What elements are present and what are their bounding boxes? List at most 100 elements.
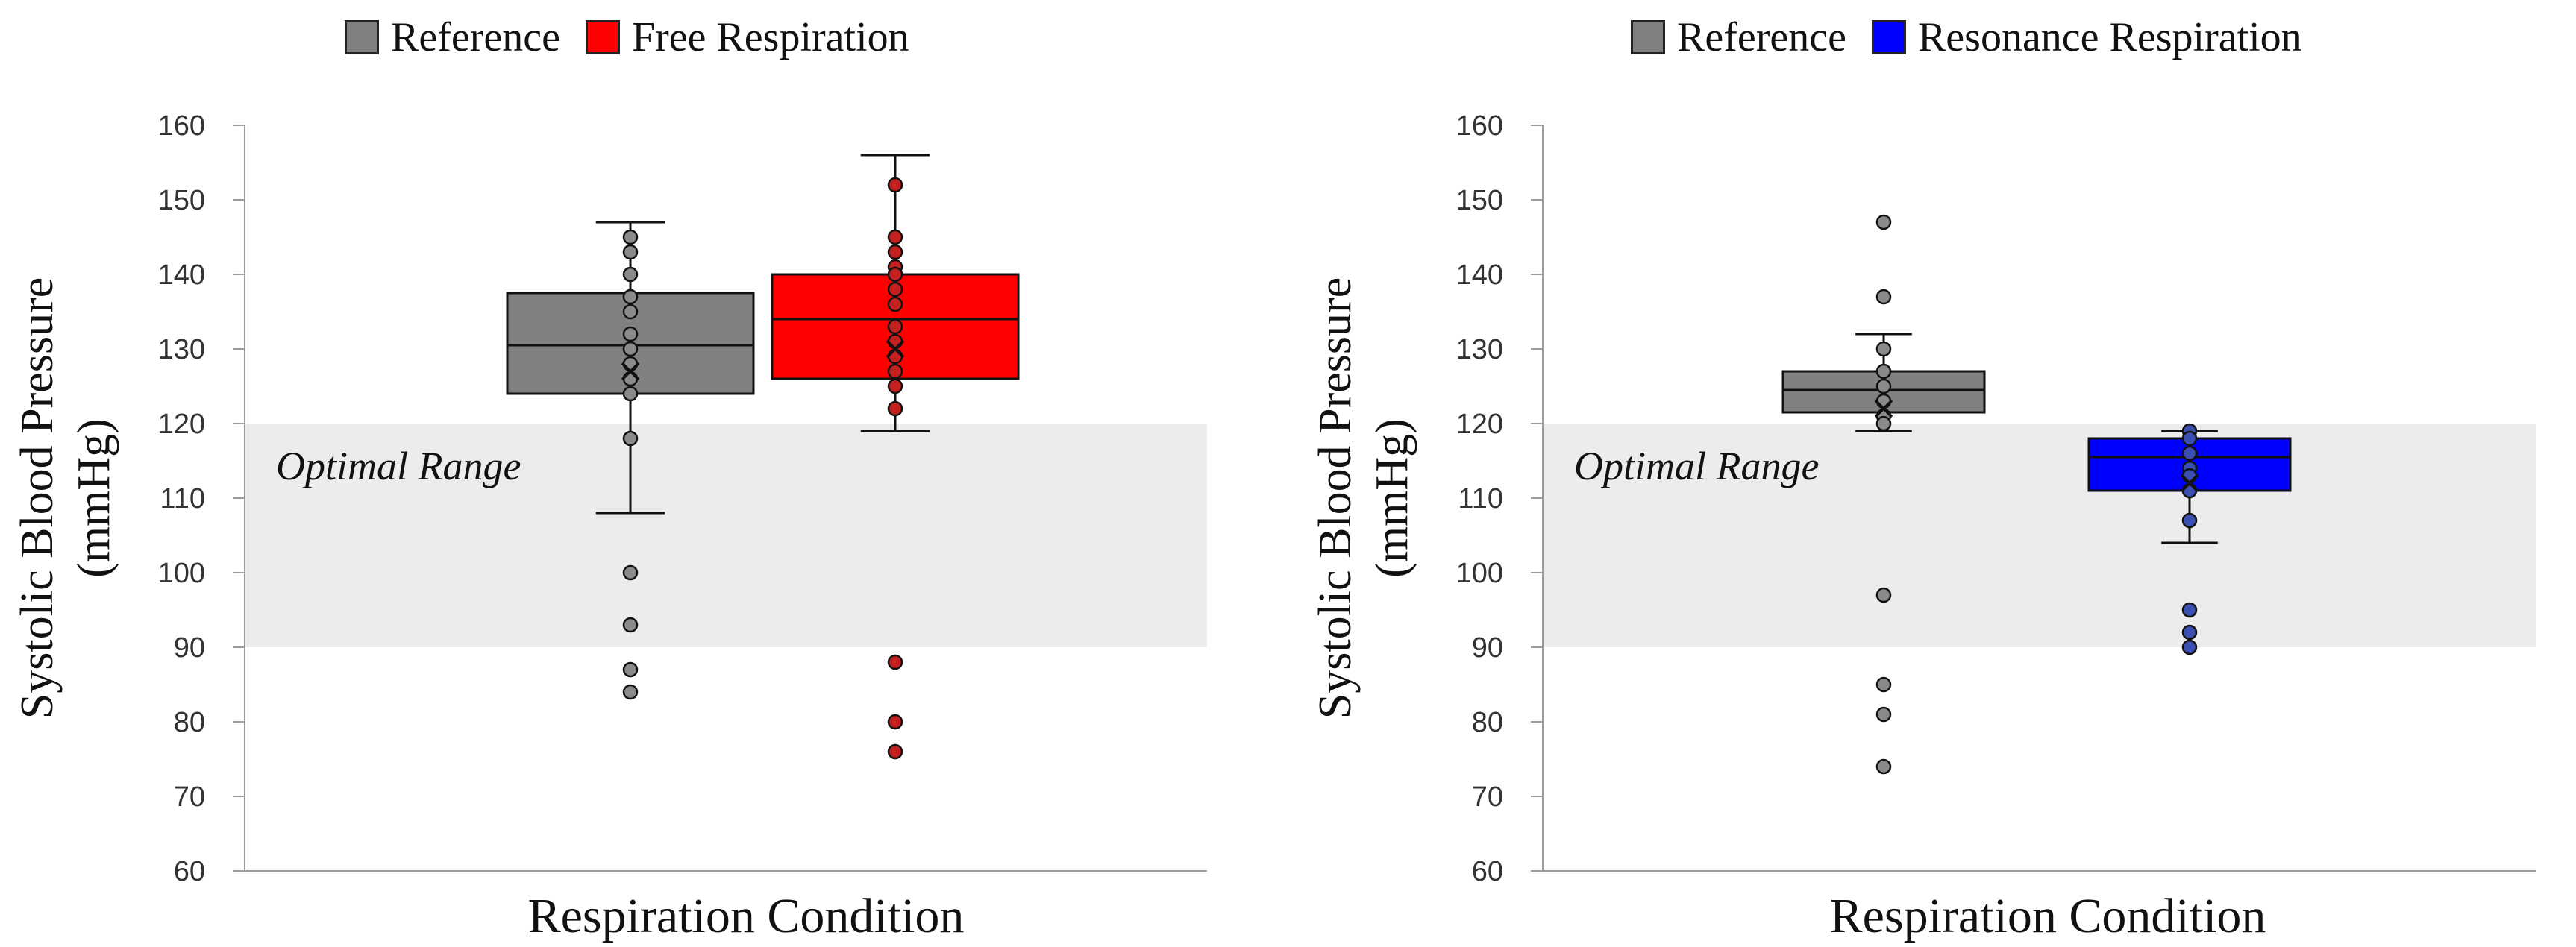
legend-label-free-respiration: Free Respiration (631, 14, 909, 60)
data-point (887, 363, 903, 380)
data-point (2181, 430, 2198, 447)
data-point (2181, 639, 2198, 655)
data-point (622, 386, 639, 402)
box-series-resonance-respiration (2087, 423, 2292, 655)
y-tick-label: 160 (1456, 110, 1503, 142)
legend-label-reference: Reference (391, 14, 560, 60)
y-axis-label: Systolic Blood Pressure (12, 277, 63, 719)
data-point (622, 371, 639, 387)
y-tick-label: 100 (158, 558, 205, 589)
data-point (887, 177, 903, 193)
chart-panel-2: Optimal Range 60 70 80 90 100 110 120 130 140 150 1… (1310, 110, 2536, 943)
data-point (622, 356, 639, 372)
data-point (1875, 393, 1892, 409)
y-tick-label: 70 (174, 781, 205, 813)
mean-marker (886, 339, 905, 359)
mean-marker (621, 362, 640, 381)
data-point (622, 289, 639, 305)
data-point (2181, 445, 2198, 462)
y-tick-label: 80 (174, 707, 205, 738)
legend-swatch-free-respiration (585, 20, 620, 54)
data-point (1875, 415, 1892, 432)
data-point (1875, 676, 1892, 693)
data-point (887, 743, 903, 760)
y-tick-label: 90 (174, 632, 205, 664)
data-point (622, 684, 639, 700)
data-point (1875, 378, 1892, 394)
box-series-reference (506, 221, 755, 700)
data-point (622, 244, 639, 260)
y-axis-label: Systolic Blood Pressure (1310, 277, 1361, 719)
data-point (2181, 512, 2198, 529)
y-tick-label: 110 (160, 483, 205, 515)
optimal-range-band (245, 424, 1207, 647)
data-point (622, 341, 639, 357)
data-point (622, 229, 639, 245)
legend-right: Reference Resonance Respiration (1631, 13, 2328, 61)
y-tick-label: 70 (1472, 781, 1503, 813)
data-point (2181, 602, 2198, 618)
data-point (1875, 587, 1892, 603)
y-tick-label: 100 (1456, 558, 1503, 589)
data-point (622, 303, 639, 320)
data-point (887, 229, 903, 245)
data-point (622, 326, 639, 342)
y-tick-label: 80 (1472, 707, 1503, 738)
data-point (2181, 624, 2198, 641)
data-point (887, 296, 903, 312)
x-axis-label: Respiration Condition (1830, 889, 2266, 943)
data-point (887, 400, 903, 417)
y-tick-label: 150 (158, 185, 205, 216)
optimal-range-band (1543, 424, 2536, 647)
y-tick-label: 120 (158, 409, 205, 440)
y-tick-label: 130 (1456, 334, 1503, 365)
data-point (887, 378, 903, 394)
y-tick-label: 130 (158, 334, 205, 365)
y-tick-label: 60 (174, 856, 205, 887)
legend-swatch-reference (345, 20, 379, 54)
data-point (887, 318, 903, 335)
data-point (622, 661, 639, 678)
data-point (1875, 363, 1892, 380)
mean-marker (2180, 474, 2199, 493)
y-tick-label: 150 (1456, 185, 1503, 216)
box-series-free-respiration (771, 154, 1020, 760)
x-axis-label: Respiration Condition (528, 889, 965, 943)
data-point (1875, 214, 1892, 230)
data-point (887, 654, 903, 670)
y-tick-label: 140 (158, 259, 205, 291)
data-point (622, 564, 639, 581)
legend-left: Reference Free Respiration (345, 13, 935, 61)
data-point (887, 244, 903, 260)
legend-label-reference: Reference (1677, 14, 1846, 60)
y-axis-unit-label: (mmHg) (69, 418, 119, 578)
data-point (887, 266, 903, 283)
box-series-reference (1781, 214, 1986, 775)
data-point (622, 266, 639, 283)
data-point (2181, 468, 2198, 484)
y-tick-label: 90 (1472, 632, 1503, 664)
optimal-range-label: Optimal Range (276, 444, 521, 488)
y-tick-label: 60 (1472, 856, 1503, 887)
data-point (887, 281, 903, 298)
data-point (622, 617, 639, 633)
data-point (887, 348, 903, 365)
legend-label-resonance-respiration: Resonance Respiration (1917, 14, 2302, 60)
y-tick-label: 160 (158, 110, 205, 142)
data-point (622, 430, 639, 447)
data-point (1875, 758, 1892, 775)
data-point (1875, 289, 1892, 305)
legend-swatch-resonance-respiration (1871, 20, 1906, 54)
chart-panel-1: Optimal Range 60 70 80 90 100 110 120 130 140 150 1… (12, 110, 1207, 943)
data-point (1875, 706, 1892, 723)
legend-swatch-reference (1631, 20, 1665, 54)
y-tick-label: 120 (1456, 409, 1503, 440)
y-axis-unit-label: (mmHg) (1367, 418, 1417, 578)
data-point (887, 714, 903, 730)
data-point (887, 333, 903, 350)
data-point (2181, 482, 2198, 499)
data-point (1875, 341, 1892, 357)
y-tick-label: 140 (1456, 259, 1503, 291)
mean-marker (1874, 399, 1893, 418)
